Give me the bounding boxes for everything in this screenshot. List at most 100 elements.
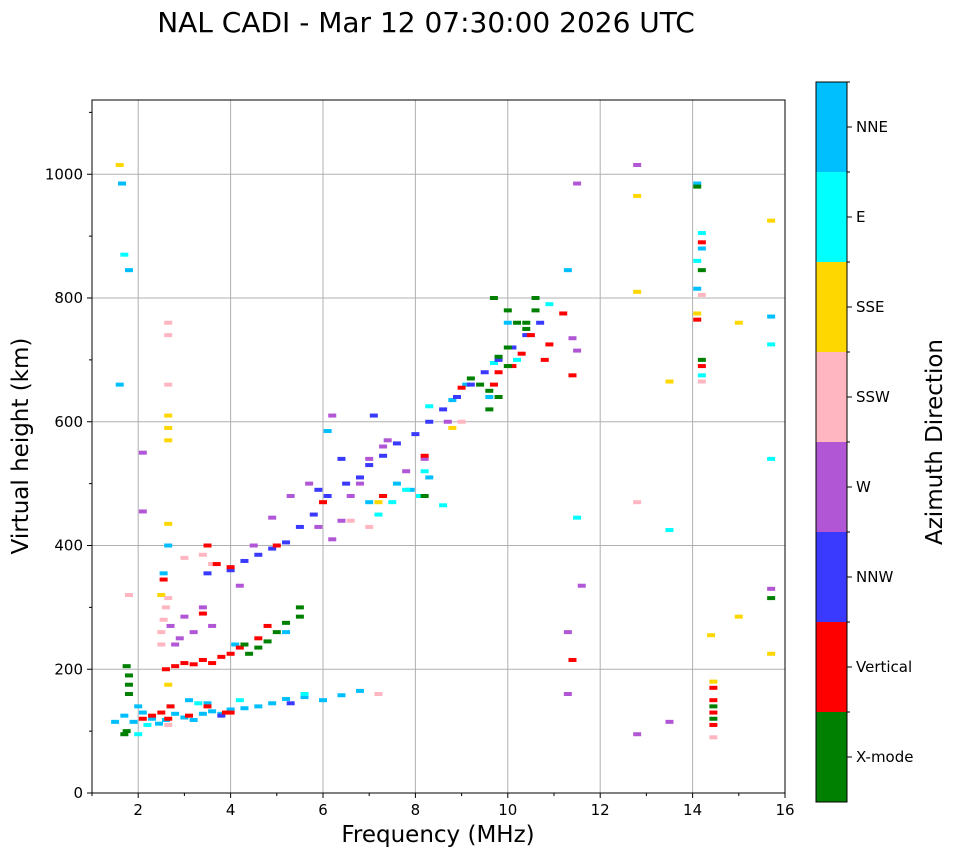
data-point	[568, 657, 577, 662]
data-point	[489, 296, 498, 300]
x-tick-label: 4	[226, 801, 236, 819]
data-point	[159, 577, 168, 582]
data-point	[124, 682, 133, 687]
data-point	[365, 524, 374, 529]
data-point	[633, 193, 642, 198]
data-point	[203, 543, 212, 548]
data-point	[374, 500, 383, 505]
data-point	[494, 357, 503, 362]
data-point	[697, 357, 706, 362]
data-point	[709, 679, 718, 684]
data-point	[568, 373, 577, 378]
data-point	[665, 379, 674, 384]
data-point	[240, 558, 249, 563]
data-point	[245, 651, 254, 656]
data-point	[693, 311, 702, 316]
colorbar-segment	[816, 712, 847, 802]
data-point	[503, 345, 512, 350]
colorbar-segment	[816, 352, 847, 442]
data-point	[416, 494, 425, 498]
data-point	[295, 605, 304, 610]
data-point	[164, 382, 173, 387]
data-point	[180, 555, 189, 560]
data-point	[164, 543, 173, 548]
data-point	[166, 623, 175, 628]
data-point	[420, 494, 429, 498]
colorbar-tick-label: SSW	[856, 388, 890, 406]
x-tick-label: 10	[498, 801, 517, 819]
data-point	[577, 583, 586, 588]
data-point	[508, 345, 517, 350]
data-point	[425, 404, 434, 409]
data-point	[508, 364, 517, 369]
data-point	[157, 630, 166, 635]
data-point	[295, 524, 304, 529]
data-point	[268, 546, 277, 551]
data-point	[709, 716, 718, 721]
data-point	[573, 515, 582, 520]
data-point	[485, 407, 494, 412]
data-point	[203, 571, 212, 576]
data-point	[573, 181, 582, 186]
data-point	[531, 296, 540, 300]
x-tick-label: 2	[133, 801, 143, 819]
data-point	[665, 719, 674, 724]
data-point	[388, 500, 397, 505]
data-point	[503, 320, 512, 325]
data-point	[319, 698, 327, 703]
plot-area: 2 4 6 8 10 12 14 16 0 200 400 600 800 1000	[45, 99, 795, 819]
data-point	[466, 376, 475, 381]
data-point	[697, 240, 706, 245]
data-point	[157, 593, 166, 597]
data-point	[709, 722, 718, 727]
series-nnw	[203, 320, 545, 718]
data-point	[115, 382, 124, 387]
data-point	[164, 521, 173, 526]
data-point	[517, 351, 526, 356]
data-point	[263, 639, 272, 644]
data-point	[143, 722, 152, 727]
data-point	[374, 512, 383, 517]
plot-frame	[91, 99, 786, 794]
data-point	[208, 562, 217, 567]
data-point	[513, 320, 522, 325]
x-tick-label: 12	[591, 801, 610, 819]
data-point	[439, 503, 448, 508]
data-point	[159, 617, 168, 622]
data-point	[323, 494, 332, 498]
data-point	[420, 469, 429, 474]
data-point	[164, 413, 173, 418]
data-point	[300, 692, 309, 696]
data-point	[448, 398, 457, 403]
data-point	[166, 704, 175, 709]
data-point	[337, 456, 346, 461]
data-point	[314, 524, 323, 529]
data-point	[697, 373, 706, 378]
data-point	[709, 735, 718, 740]
data-point	[226, 710, 235, 715]
colorbar-segment	[816, 262, 847, 352]
data-point	[134, 732, 143, 737]
data-point	[129, 719, 138, 724]
data-point	[305, 481, 314, 486]
x-axis-label: Frequency (MHz)	[341, 822, 534, 848]
data-point	[767, 314, 776, 319]
data-point	[282, 620, 291, 625]
data-point	[489, 360, 498, 365]
data-point	[226, 707, 235, 712]
data-point	[379, 444, 388, 449]
data-point	[697, 231, 706, 236]
colorbar-segment	[816, 82, 847, 172]
data-point	[194, 701, 203, 706]
data-point	[164, 438, 173, 443]
data-point	[240, 706, 249, 711]
data-point	[122, 664, 131, 669]
data-point	[633, 500, 642, 505]
data-point	[138, 450, 147, 455]
data-points	[111, 162, 776, 740]
data-point	[226, 651, 235, 656]
colorbar-tick-label: SSE	[856, 298, 885, 316]
data-point	[443, 419, 452, 424]
data-point	[485, 395, 494, 399]
